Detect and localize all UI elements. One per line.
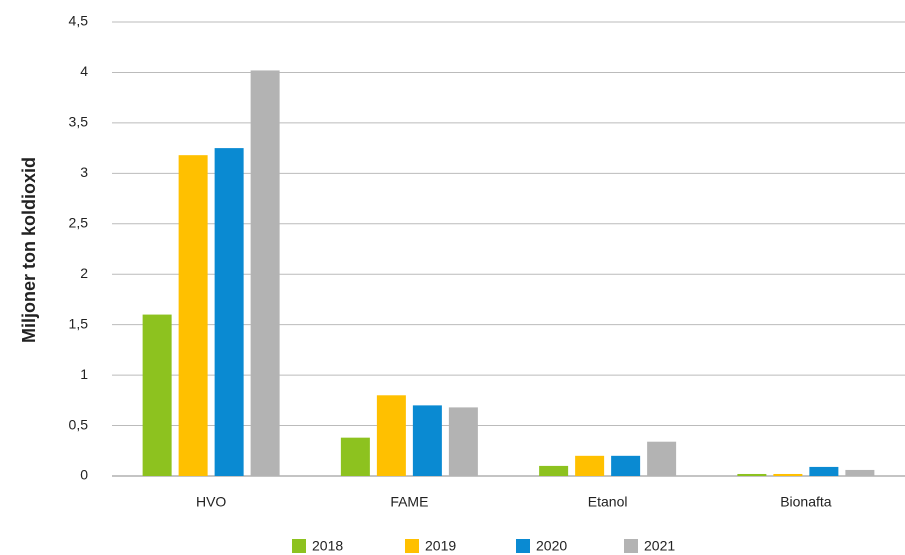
legend-label: 2021 bbox=[644, 538, 675, 554]
y-tick-label: 3 bbox=[80, 164, 88, 180]
y-tick-label: 4 bbox=[80, 63, 88, 79]
y-tick-label: 0 bbox=[80, 467, 88, 483]
y-tick-label: 1,5 bbox=[69, 315, 89, 331]
x-tick-label: Etanol bbox=[588, 494, 628, 510]
legend-swatch bbox=[516, 539, 530, 553]
bar bbox=[250, 70, 280, 476]
y-tick-label: 3,5 bbox=[69, 114, 89, 130]
bar bbox=[611, 455, 641, 476]
bar bbox=[340, 437, 370, 476]
bar bbox=[142, 314, 172, 476]
bar bbox=[376, 395, 406, 476]
x-tick-label: Bionafta bbox=[780, 494, 832, 510]
x-tick-label: FAME bbox=[390, 494, 428, 510]
bar bbox=[539, 465, 569, 476]
bar bbox=[575, 455, 605, 476]
bar bbox=[845, 469, 875, 476]
bar bbox=[412, 405, 442, 476]
x-tick-label: HVO bbox=[196, 494, 226, 510]
bar bbox=[178, 155, 208, 476]
y-tick-label: 0,5 bbox=[69, 416, 89, 432]
legend-swatch bbox=[405, 539, 419, 553]
legend-label: 2019 bbox=[425, 538, 456, 554]
bar bbox=[214, 148, 244, 476]
bar bbox=[647, 441, 677, 476]
y-axis-title: Miljoner ton koldioxid bbox=[19, 157, 39, 343]
bar bbox=[448, 407, 478, 476]
y-tick-label: 2 bbox=[80, 265, 88, 281]
legend-label: 2020 bbox=[536, 538, 567, 554]
bar bbox=[809, 466, 839, 476]
y-tick-label: 2,5 bbox=[69, 214, 89, 230]
bar bbox=[773, 473, 803, 476]
y-tick-label: 1 bbox=[80, 366, 88, 382]
legend-label: 2018 bbox=[312, 538, 343, 554]
bar bbox=[737, 473, 767, 476]
y-tick-label: 4,5 bbox=[69, 13, 89, 29]
legend-swatch bbox=[624, 539, 638, 553]
legend-swatch bbox=[292, 539, 306, 553]
